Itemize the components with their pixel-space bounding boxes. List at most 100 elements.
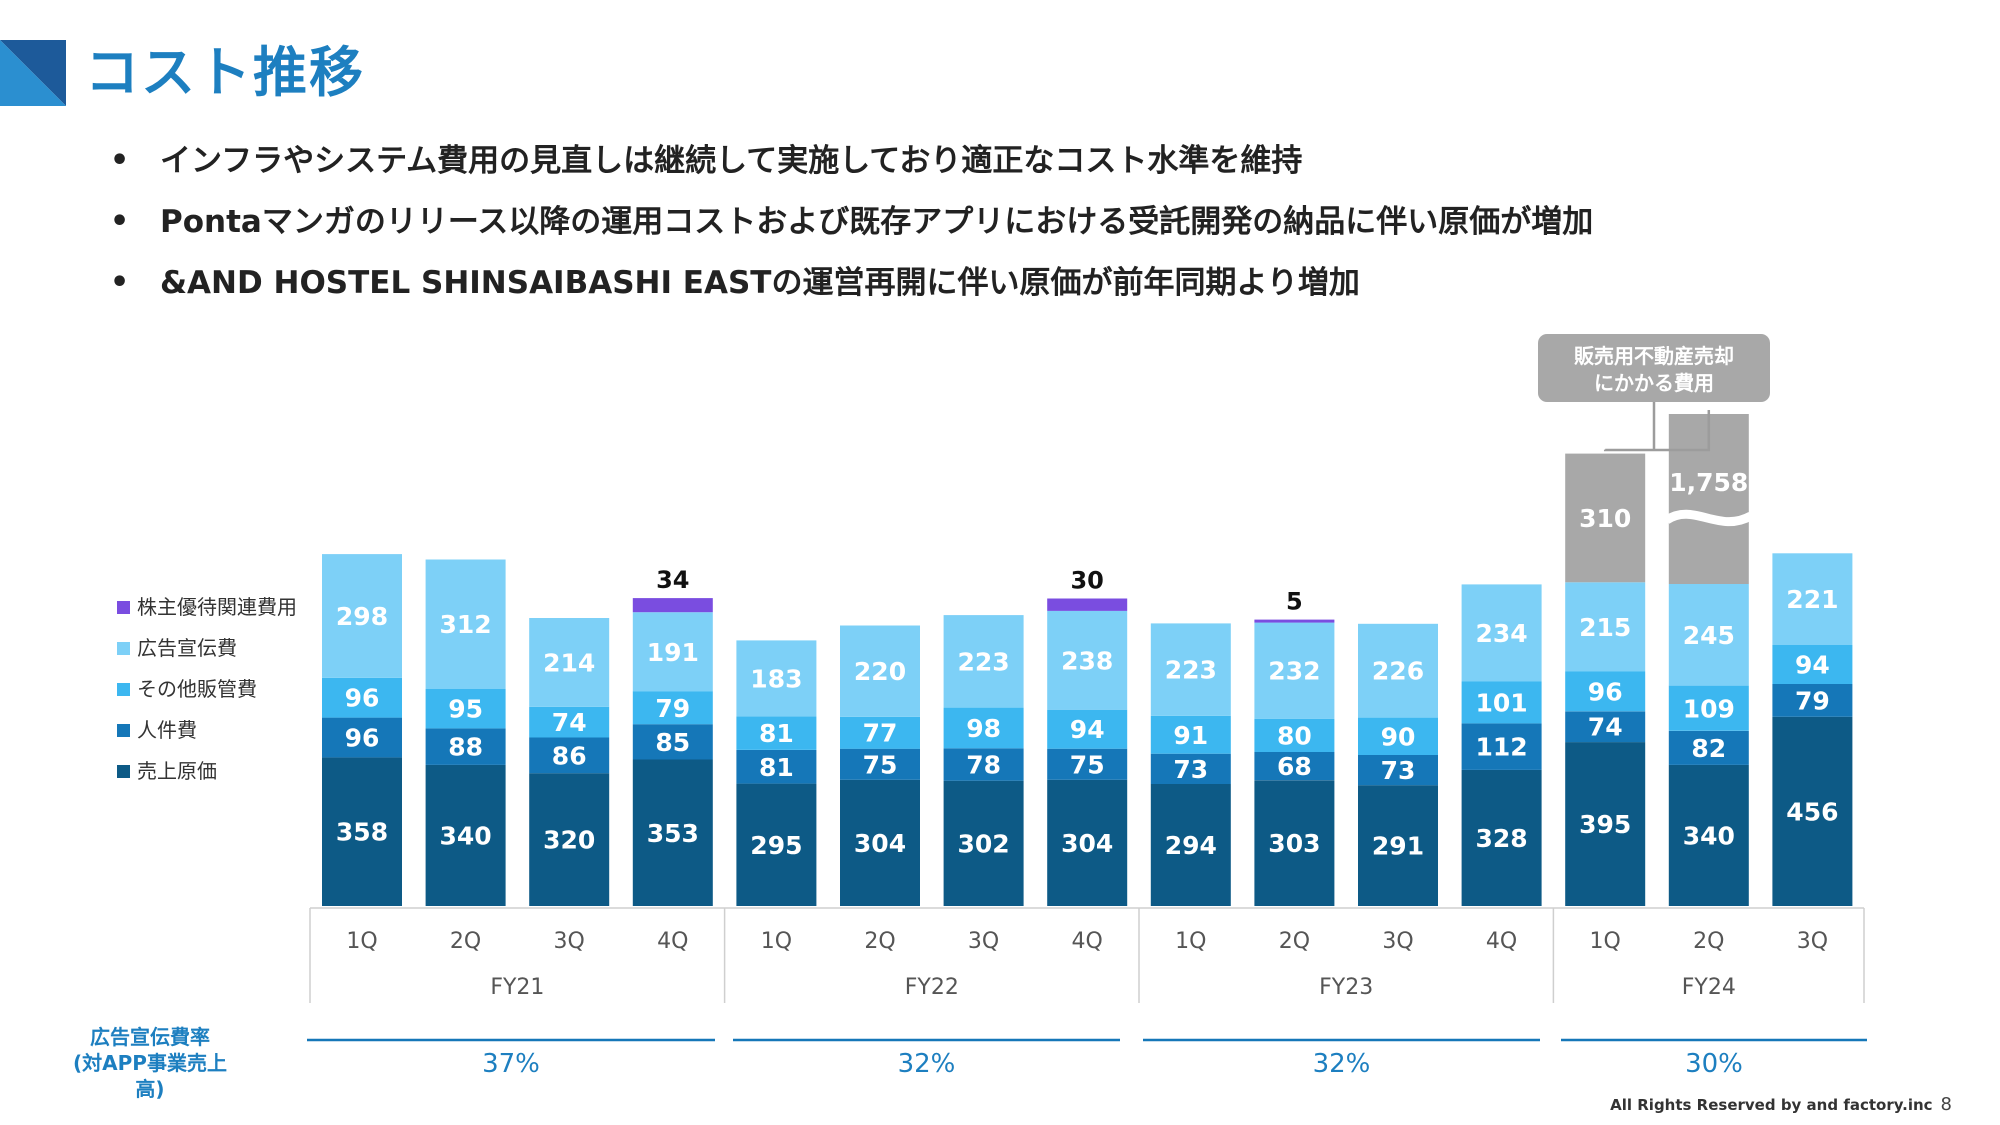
bar-segment-advertising <box>943 615 1024 708</box>
data-label-advertising: 215 <box>1579 613 1631 642</box>
data-label-personnel: 86 <box>552 741 587 770</box>
footer: All Rights Reserved by and factory.inc 8 <box>1610 1094 1952 1115</box>
bullet-item: • Pontaマンガのリリース以降の運用コストおよび既存アプリにおける受託開発の納… <box>110 204 1594 240</box>
bar-segment-advertising <box>632 612 713 692</box>
bar-segment-other_sga <box>1772 645 1853 684</box>
legend-label: 株主優待関連費用 <box>137 595 297 619</box>
bullet-text: &AND HOSTEL SHINSAIBASHI EASTの運営再開に伴い原価が… <box>160 265 1360 301</box>
data-label-other_sga: 80 <box>1277 721 1312 750</box>
bar-segment-cogs <box>322 757 402 906</box>
data-label-other_sga: 74 <box>552 708 587 737</box>
data-label-advertising: 223 <box>958 647 1010 676</box>
page-number: 8 <box>1940 1094 1952 1115</box>
data-label-other_sga: 101 <box>1476 688 1528 717</box>
data-label-personnel: 75 <box>1070 750 1105 779</box>
data-label-cogs: 353 <box>647 819 699 848</box>
bar-segment-advertising <box>1772 553 1853 645</box>
bar-segment-advertising <box>840 625 920 717</box>
data-label-personnel: 79 <box>1795 686 1830 715</box>
data-label-other_sga: 94 <box>1070 715 1105 744</box>
x-tick-label: 4Q <box>1486 929 1517 954</box>
bar-segment-other_sga <box>1461 681 1542 724</box>
x-tick-label: 1Q <box>1590 929 1621 954</box>
data-label-advertising: 183 <box>750 664 802 693</box>
data-label-advertising: 191 <box>647 638 699 667</box>
data-label-advertising: 221 <box>1786 585 1838 614</box>
bar-segment-cogs <box>943 780 1024 906</box>
data-label-cogs: 302 <box>958 829 1010 858</box>
x-tick-label: 4Q <box>1072 929 1103 954</box>
bar-segment-cogs <box>1047 779 1128 906</box>
bar-segment-cogs <box>1772 716 1853 906</box>
legend-swatch <box>117 601 130 614</box>
data-label-other_sga: 90 <box>1381 722 1416 751</box>
data-label-cogs: 295 <box>750 831 802 860</box>
bar-segment-cogs <box>1358 785 1438 906</box>
data-label-other_sga: 79 <box>655 694 690 723</box>
ad-ratio-label-line2: (対APP事業売上高) <box>73 1051 227 1101</box>
bar-segment-other_sga <box>1565 671 1646 712</box>
data-label-other_sga: 81 <box>759 719 794 748</box>
data-label-other_sga: 77 <box>863 719 898 748</box>
bar-segment-cogs <box>736 783 817 906</box>
bar-segment-other_sga <box>736 716 817 750</box>
legend-swatch <box>117 724 130 737</box>
x-tick-label: 1Q <box>346 929 377 954</box>
data-label-personnel: 112 <box>1476 733 1528 762</box>
data-label-other_sga: 94 <box>1795 651 1830 680</box>
bar-segment-personnel <box>1461 723 1542 770</box>
bar-segment-shareholder <box>632 598 713 613</box>
bar-segment-personnel <box>1150 753 1231 784</box>
data-label-advertising: 312 <box>440 610 492 639</box>
bar-segment-cogs <box>1254 780 1335 906</box>
page-title: コスト推移 <box>85 41 365 104</box>
data-label-cogs: 294 <box>1165 831 1217 860</box>
bar-segment-other_sga <box>322 677 402 718</box>
data-label-other_sga: 98 <box>966 714 1001 743</box>
data-label-other_sga: 91 <box>1173 721 1208 750</box>
legend-swatch <box>117 683 130 696</box>
ad-ratio-label-line1: 広告宣伝費率 <box>90 1025 210 1049</box>
bar-segment-other_sga <box>529 706 610 738</box>
data-label-advertising: 220 <box>854 657 906 686</box>
data-label-personnel: 82 <box>1691 734 1726 763</box>
bar-segment-cogs <box>840 779 920 906</box>
data-label-other_sga: 96 <box>345 684 380 713</box>
bar-segment-other_sga <box>1150 715 1231 754</box>
x-tick-label: 2Q <box>1693 929 1724 954</box>
ad-ratio-value: 37% <box>482 1049 540 1079</box>
bar-segment-cogs <box>632 759 713 906</box>
data-label-personnel: 96 <box>345 724 380 753</box>
bar-segment-real-estate <box>1565 453 1646 583</box>
data-label-advertising: 234 <box>1476 619 1528 648</box>
bar-segment-cogs <box>1461 769 1542 906</box>
bar-segment-cogs <box>1150 784 1231 906</box>
bar-segment-shareholder <box>1254 619 1335 623</box>
legend-swatch <box>117 765 130 778</box>
x-tick-label: 3Q <box>1382 929 1413 954</box>
bar-segment-personnel <box>1254 752 1335 781</box>
data-label-cogs: 456 <box>1786 797 1838 826</box>
ad-ratio-value: 30% <box>1685 1049 1743 1079</box>
ad-ratio-label: 広告宣伝費率 (対APP事業売上高) <box>70 1024 230 1102</box>
fiscal-year-label: FY22 <box>905 975 959 1000</box>
data-label-cogs: 303 <box>1268 829 1320 858</box>
data-label-shareholder: 5 <box>1286 588 1303 616</box>
legend-label: その他販管費 <box>137 677 257 701</box>
ad-ratio-value: 32% <box>898 1049 956 1079</box>
bar-segment-advertising <box>322 554 402 678</box>
axis-break-mark <box>1664 509 1754 527</box>
data-label-advertising: 223 <box>1165 656 1217 685</box>
data-label-personnel: 74 <box>1588 713 1623 742</box>
data-label-cogs: 395 <box>1579 810 1631 839</box>
data-label-other_sga: 95 <box>448 695 483 724</box>
bar-segment-personnel <box>1358 754 1438 786</box>
bar-segment-advertising <box>1254 622 1335 719</box>
bar-segment-cogs <box>1565 742 1646 906</box>
data-label-advertising: 214 <box>543 648 595 677</box>
bar-segment-advertising <box>1358 623 1438 718</box>
data-label-advertising: 226 <box>1372 657 1424 686</box>
copyright-text: All Rights Reserved by and factory.inc <box>1610 1096 1933 1114</box>
bar-segment-cogs <box>529 773 610 906</box>
